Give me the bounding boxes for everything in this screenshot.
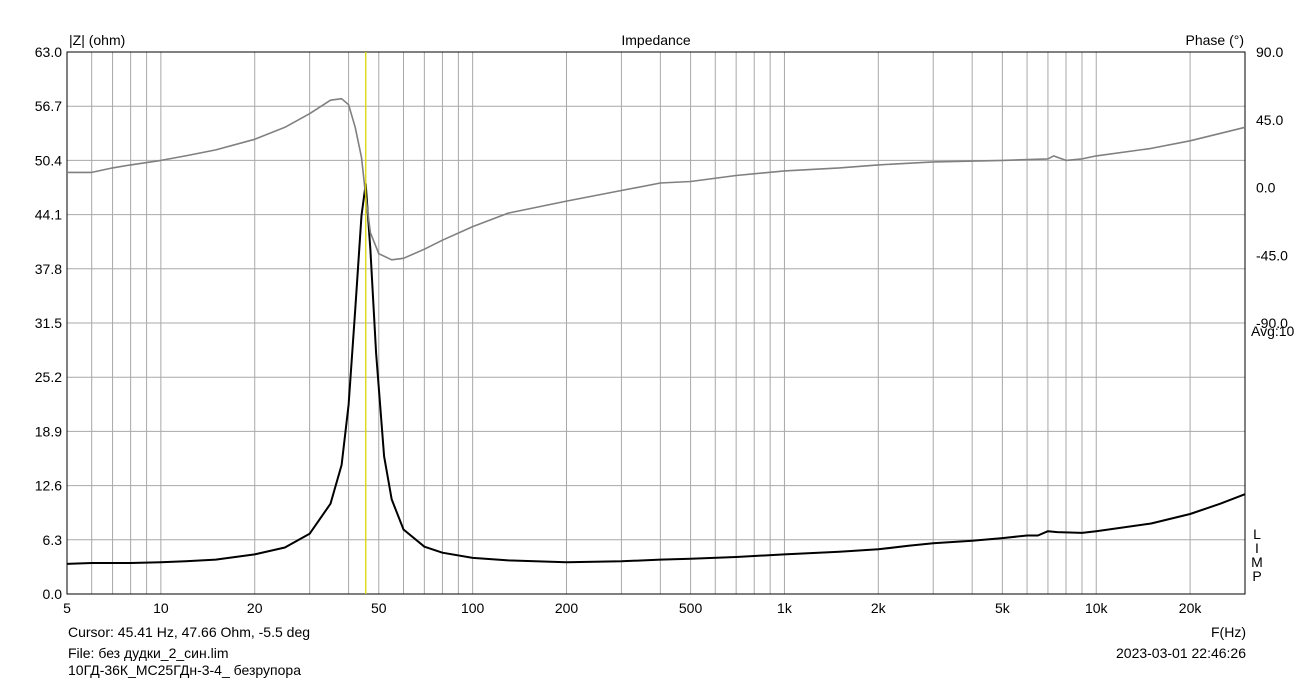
x-tick-label: 1k	[777, 600, 793, 616]
cursor-readout: Cursor: 45.41 Hz, 47.66 Ohm, -5.5 deg	[68, 624, 311, 640]
y2-tick-label: 0.0	[1256, 180, 1276, 196]
chart-title: Impedance	[621, 32, 690, 48]
y2-tick-label: -90.0	[1256, 315, 1288, 331]
x-tick-label: 2k	[871, 600, 887, 616]
y-tick-label: 50.4	[35, 152, 62, 168]
y-tick-label: 0.0	[43, 586, 63, 602]
y-tick-label: 37.8	[35, 261, 62, 277]
y-tick-label: 31.5	[35, 315, 62, 331]
x-axis-label: F(Hz)	[1211, 624, 1246, 640]
y2-tick-label: 90.0	[1256, 44, 1283, 60]
side-label-letter: M	[1251, 554, 1263, 570]
y-tick-label: 44.1	[35, 207, 62, 223]
x-tick-label: 50	[371, 600, 387, 616]
y-axis-label: |Z| (ohm)	[69, 32, 125, 48]
y2-axis-label: Phase (°)	[1185, 32, 1244, 48]
measurement-description: 10ГД-36К_МС25ГДн-3-4_ безрупора	[68, 662, 301, 678]
phase-curve	[67, 97, 1246, 261]
y-tick-label: 18.9	[35, 423, 62, 439]
x-tick-label: 10k	[1085, 600, 1109, 616]
x-tick-label: 10	[153, 600, 169, 616]
side-label-letter: L	[1253, 526, 1261, 542]
x-tick-label: 100	[461, 600, 485, 616]
side-label-letter: P	[1252, 568, 1261, 584]
y-tick-label: 25.2	[35, 369, 62, 385]
tick-labels: 0.0 6.3 12.6 18.9 25.2 31.5 37.8 44.1 50.4 56.7 63…	[35, 44, 1288, 616]
x-tick-label: 20	[247, 600, 263, 616]
file-name: File: без дудки_2_син.lim	[68, 645, 229, 661]
timestamp: 2023-03-01 22:46:26	[1116, 645, 1246, 661]
y-tick-label: 56.7	[35, 98, 62, 114]
x-tick-label: 5k	[995, 600, 1011, 616]
plot-frame	[66, 51, 1246, 595]
x-tick-label: 5	[63, 600, 71, 616]
impedance-curve	[66, 183, 1246, 565]
side-label-letter: I	[1255, 540, 1259, 556]
x-tick-label: 20k	[1179, 600, 1203, 616]
y2-tick-label: 45.0	[1256, 112, 1283, 128]
y-tick-label: 6.3	[43, 532, 63, 548]
avg-label: Avg:10	[1251, 323, 1295, 339]
x-tick-label: 200	[555, 600, 579, 616]
series-layer	[66, 97, 1246, 565]
y-tick-label: 63.0	[35, 44, 62, 60]
x-tick-label: 500	[679, 600, 703, 616]
y-tick-label: 12.6	[35, 478, 62, 494]
y2-tick-label: -45.0	[1256, 247, 1288, 263]
